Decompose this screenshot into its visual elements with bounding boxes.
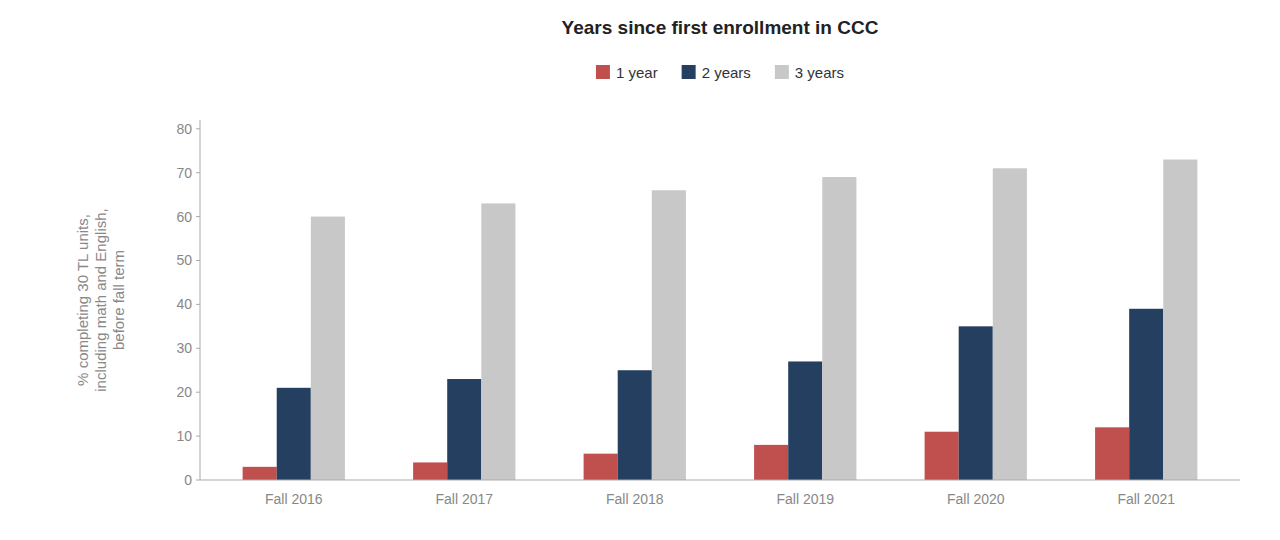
bar — [277, 388, 311, 480]
x-tick-label: Fall 2018 — [606, 491, 664, 507]
x-tick-label: Fall 2021 — [1117, 491, 1175, 507]
legend-swatch — [682, 65, 696, 79]
bar — [754, 445, 788, 480]
y-tick — [196, 480, 200, 481]
legend-item: 1 year — [596, 64, 658, 81]
x-tick-label: Fall 2017 — [435, 491, 493, 507]
legend-label: 1 year — [616, 64, 658, 81]
legend-label: 3 years — [795, 64, 844, 81]
y-tick-label: 10 — [176, 428, 192, 444]
bar — [413, 462, 447, 480]
y-tick — [196, 172, 200, 173]
y-axis-line — [200, 120, 201, 480]
legend-item: 2 years — [682, 64, 751, 81]
y-tick — [196, 216, 200, 217]
bar — [618, 370, 652, 480]
y-tick-label: 50 — [176, 252, 192, 268]
y-tick — [196, 436, 200, 437]
y-tick — [196, 392, 200, 393]
legend-item: 3 years — [775, 64, 844, 81]
y-tick — [196, 348, 200, 349]
y-tick — [196, 304, 200, 305]
baseline — [200, 480, 1240, 481]
bar — [243, 467, 277, 480]
title: Years since first enrollment in CCC — [562, 17, 879, 38]
bar — [925, 432, 959, 480]
bar — [584, 454, 618, 480]
y-tick-label: 80 — [176, 121, 192, 137]
y-tick-label: 0 — [184, 472, 192, 488]
x-tick-label: Fall 2019 — [776, 491, 834, 507]
bar — [993, 168, 1027, 480]
y-tick — [196, 128, 200, 129]
bar — [788, 361, 822, 480]
bar — [822, 177, 856, 480]
y-tick-label: 30 — [176, 340, 192, 356]
chart: Years since first enrollment in CCC 1 yea… — [0, 0, 1280, 540]
y-tick-label: 60 — [176, 209, 192, 225]
x-tick-label: Fall 2016 — [265, 491, 323, 507]
y-tick-label: 20 — [176, 384, 192, 400]
legend: 1 year 2 years 3 years — [596, 64, 844, 81]
y-ticks: 0 10 20 30 40 50 60 70 80 — [176, 121, 200, 488]
x-tick-label: Fall 2020 — [947, 491, 1005, 507]
x-ticks: Fall 2016 Fall 2017 Fall 2018 Fall 2019 Fall… — [265, 491, 1175, 507]
bar — [1129, 309, 1163, 480]
y-axis-label: % completing 30 TL units,including math … — [74, 208, 127, 391]
legend-label: 2 years — [702, 64, 751, 81]
bars — [243, 160, 1198, 480]
legend-swatch — [596, 65, 610, 79]
y-tick — [196, 260, 200, 261]
bar — [481, 203, 515, 480]
bar — [652, 190, 686, 480]
y-tick-label: 70 — [176, 165, 192, 181]
bar — [1163, 160, 1197, 480]
bar — [311, 217, 345, 480]
bar — [959, 326, 993, 480]
bar — [447, 379, 481, 480]
legend-swatch — [775, 65, 789, 79]
bar — [1095, 427, 1129, 480]
y-tick-label: 40 — [176, 296, 192, 312]
